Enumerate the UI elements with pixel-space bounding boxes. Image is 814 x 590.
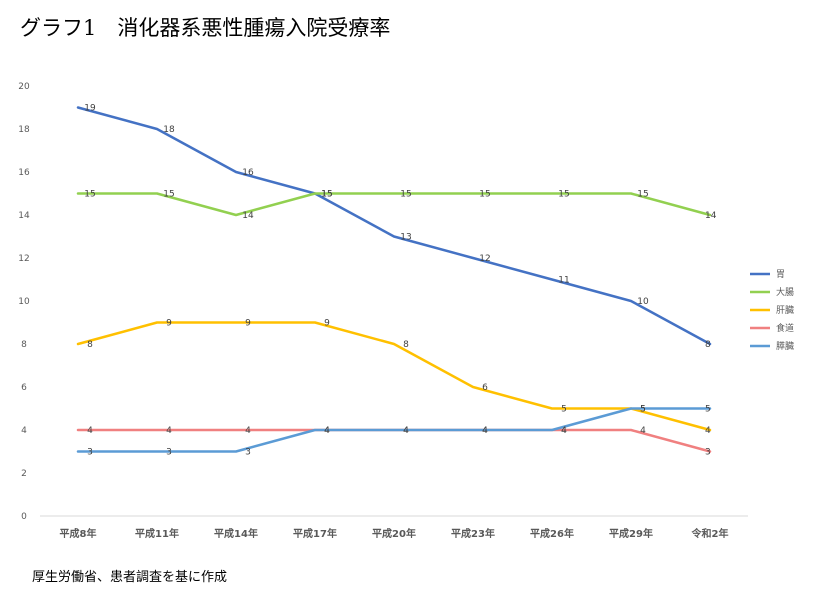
data-label: 13 [400,233,411,243]
data-label: 8 [403,340,409,350]
series-line-4 [76,428,712,453]
legend-label: 膵臓 [776,341,794,352]
series-line-1 [76,106,712,346]
data-label: 18 [163,125,175,135]
data-label: 16 [242,168,254,178]
y-tick-label: 0 [21,512,27,522]
data-label: 6 [482,383,488,393]
data-label: 15 [479,190,490,200]
x-tick-label: 平成14年 [214,527,258,540]
data-label: 9 [245,319,251,329]
data-label: 4 [324,426,330,436]
data-label: 11 [558,276,569,286]
data-label: 8 [705,340,711,350]
x-tick-label: 令和2年 [691,527,729,540]
data-label: 4 [705,426,711,436]
legend-label: 大腸 [776,286,794,298]
y-tick-label: 12 [18,254,29,264]
data-label: 3 [87,448,93,458]
y-tick-label: 10 [18,297,30,307]
data-label: 14 [242,211,254,221]
source-note: 厚生労働省、患者調査を基に作成 [32,570,228,585]
data-label: 15 [163,190,174,200]
x-tick-label: 平成29年 [609,527,653,540]
data-label: 10 [637,297,649,307]
data-label: 5 [640,405,646,415]
data-label: 9 [166,319,172,329]
y-tick-label: 20 [18,82,30,92]
data-label: 4 [403,426,409,436]
data-label: 4 [482,426,488,436]
legend-label: 胃 [776,269,785,280]
legend-label: 肝臓 [776,305,794,316]
data-label: 12 [479,254,490,264]
data-label: 4 [166,426,172,436]
data-label: 3 [166,448,172,458]
data-label: 15 [84,190,95,200]
y-tick-label: 18 [18,125,30,135]
data-label: 4 [87,426,93,436]
y-tick-label: 8 [21,340,27,350]
data-label: 14 [705,211,717,221]
data-label: 4 [561,426,567,436]
y-tick-label: 16 [18,168,30,178]
x-tick-label: 平成26年 [530,527,574,540]
data-label: 5 [705,405,711,415]
data-label: 5 [640,405,646,415]
data-label: 3 [705,448,711,458]
y-axis: 0 2 4 6 8 10 12 14 16 18 20 [18,82,30,522]
data-label: 4 [561,426,567,436]
x-tick-label: 平成11年 [135,527,179,540]
data-label: 3 [245,448,251,458]
legend-label: 食道 [776,322,794,334]
data-label: 4 [324,426,330,436]
x-tick-label: 平成20年 [372,527,416,540]
series-lines [76,106,712,453]
x-tick-label: 平成8年 [60,527,97,540]
series-line-2 [76,192,712,217]
data-label: 9 [324,319,330,329]
data-label: 15 [558,190,569,200]
y-tick-label: 14 [18,211,30,221]
x-axis: 平成8年 平成11年 平成14年 平成17年 平成20年 平成23年 平成26年 平成29年 令… [40,515,748,540]
chart-title: グラフ1 消化器系悪性腫瘍入院受療率 [20,16,391,40]
series-line-3 [76,321,712,432]
y-tick-label: 6 [21,383,27,393]
data-label: 19 [84,104,96,114]
data-label: 15 [400,190,411,200]
y-tick-label: 4 [21,426,27,436]
x-tick-label: 平成17年 [293,527,337,540]
data-label: 15 [321,190,332,200]
x-tick-label: 平成23年 [451,527,495,540]
data-label: 4 [482,426,488,436]
data-label: 8 [87,340,93,350]
data-label: 4 [640,426,646,436]
data-label: 15 [637,190,648,200]
data-label: 4 [403,426,409,436]
data-label: 15 [321,190,332,200]
series-line-5 [76,407,712,453]
data-label: 5 [561,405,567,415]
data-label: 4 [245,426,251,436]
y-tick-label: 2 [21,469,27,479]
